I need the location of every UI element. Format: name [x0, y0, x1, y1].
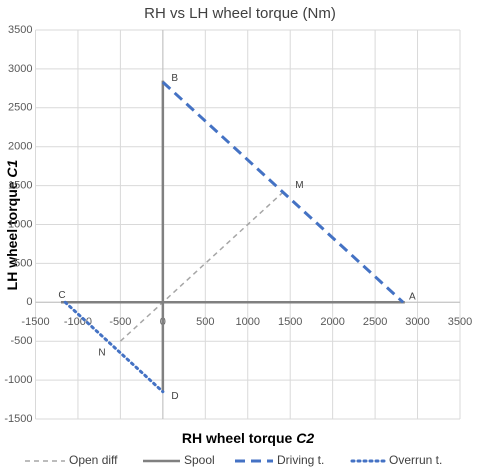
annotation: D — [171, 391, 178, 402]
y-tick-label: 500 — [14, 257, 32, 269]
legend-label: Spool — [184, 453, 215, 467]
x-axis-label: RH wheel torque C2 — [182, 430, 314, 446]
x-axis-label-text: RH wheel torque — [182, 430, 293, 446]
x-tick-label: 3500 — [448, 316, 472, 328]
x-tick-label: 500 — [196, 316, 214, 328]
y-tick-label: 0 — [26, 296, 32, 308]
series-line — [63, 300, 165, 394]
y-tick-label: -1000 — [4, 374, 32, 386]
annotation: C — [58, 290, 65, 301]
y-tick-label: -500 — [10, 335, 32, 347]
legend-label: Driving t. — [277, 453, 324, 467]
x-tick-label: -1500 — [21, 316, 49, 328]
legend-label: Open diff — [69, 453, 118, 467]
legend: Open diff Spool Driving t. Overrun t. — [25, 453, 442, 467]
y-tick-label: 2000 — [8, 141, 32, 153]
annotation: N — [98, 348, 105, 359]
legend-label: Overrun t. — [389, 453, 442, 467]
plot: A B C D M N — [58, 73, 416, 402]
y-tick-label: 2500 — [8, 102, 32, 114]
annotation: B — [171, 73, 178, 84]
y-axis-label-text: LH wheel torque — [4, 181, 20, 290]
series-line — [60, 80, 405, 392]
x-axis-label-var: C2 — [296, 430, 314, 446]
x-tick-label: 1000 — [236, 316, 260, 328]
annotation: A — [409, 291, 416, 302]
series-line — [119, 188, 287, 342]
y-tick-label: 3500 — [8, 24, 32, 36]
x-tick-label: 1500 — [278, 316, 302, 328]
x-tick-label: 2000 — [320, 316, 344, 328]
y-tick-label: -1500 — [4, 413, 32, 425]
x-tick-label: -500 — [109, 316, 131, 328]
y-axis-label-var: C1 — [4, 159, 20, 177]
annotation: M — [295, 180, 303, 191]
series-line — [161, 81, 405, 304]
chart-title: RH vs LH wheel torque (Nm) — [144, 5, 336, 22]
x-tick-label: 2500 — [363, 316, 387, 328]
y-axis-label: LH wheel torque C1 — [4, 159, 20, 290]
x-tick-label: 3000 — [405, 316, 429, 328]
y-tick-label: 3000 — [8, 63, 32, 75]
y-tick-label: 1000 — [8, 218, 32, 230]
y-tick-label: 1500 — [8, 180, 32, 192]
